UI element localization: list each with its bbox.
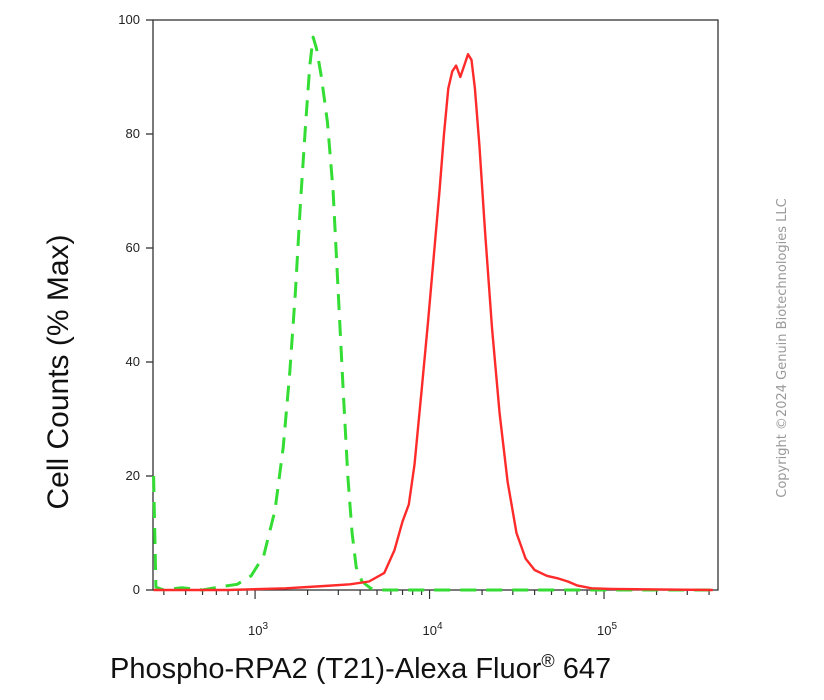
y-tick-label: 0 [133, 582, 140, 597]
x-tick-label: 103 [248, 621, 268, 638]
y-tick-label: 40 [126, 354, 140, 369]
axes [146, 19, 719, 599]
y-axis-title: Cell Counts (% Max) [42, 234, 75, 509]
x-axis-title-main: Phospho-RPA2 (T21)-Alexa Fluor [110, 653, 542, 685]
y-tick-label: 80 [126, 126, 140, 141]
x-axis-title-suffix: 647 [555, 653, 611, 685]
x-tick-label: 104 [423, 621, 443, 638]
copyright-text: Copyright ©2024 Genuin Biotechnologies L… [775, 198, 790, 497]
series-layer [152, 35, 713, 592]
plot-frame [152, 19, 719, 591]
control-histogram-dashed [152, 35, 713, 592]
sample-histogram-solid [153, 53, 713, 592]
tick-labels: 0 20 40 60 80 100 103 104 105 [118, 12, 617, 638]
y-tick-label: 20 [126, 468, 140, 483]
y-tick-label: 60 [126, 240, 140, 255]
x-axis-title: Phospho-RPA2 (T21)-Alexa Fluor® 647 [110, 651, 611, 685]
x-axis-title-registered: ® [541, 651, 554, 671]
x-tick-label: 105 [597, 621, 617, 638]
y-tick-label: 100 [118, 12, 140, 27]
